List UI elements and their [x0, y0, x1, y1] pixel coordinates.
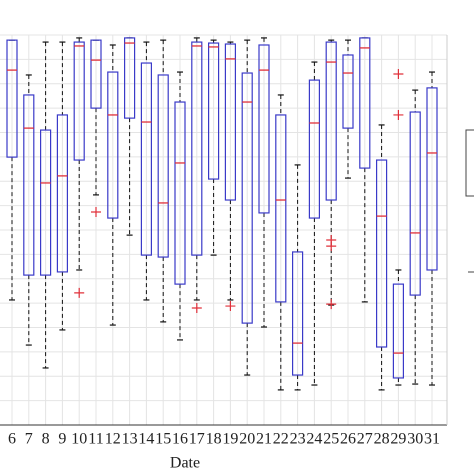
x-tick-label: 15 — [155, 431, 171, 448]
legend-box — [465, 129, 474, 197]
outlier — [225, 301, 236, 312]
outlier — [393, 69, 404, 79]
x-tick-label: 14 — [138, 431, 154, 448]
box — [409, 111, 421, 296]
box — [6, 39, 18, 158]
x-axis-label: Date — [170, 455, 200, 472]
box — [292, 251, 304, 376]
box — [90, 39, 102, 109]
box — [140, 62, 152, 256]
x-tick-label: 22 — [273, 431, 289, 448]
x-tick-label: 19 — [222, 431, 238, 448]
x-tick-label: 24 — [306, 431, 322, 448]
box — [157, 74, 169, 258]
x-tick-label: 9 — [58, 431, 66, 448]
x-tick-label: 23 — [290, 431, 306, 448]
x-tick-label: 12 — [105, 431, 121, 448]
x-tick-label: 31 — [424, 431, 440, 448]
x-tick-label: 10 — [71, 431, 87, 448]
outlier — [393, 109, 404, 120]
box — [123, 37, 136, 119]
x-tick-label: 20 — [239, 431, 255, 448]
box — [191, 41, 203, 256]
box — [342, 54, 354, 129]
box — [224, 43, 236, 201]
box — [426, 87, 438, 271]
box — [73, 41, 85, 161]
outlier — [91, 206, 101, 217]
box — [56, 114, 69, 273]
box — [359, 37, 371, 169]
x-tick-label: 29 — [390, 431, 406, 448]
box — [107, 71, 119, 219]
box — [174, 101, 186, 285]
x-tick-label: 7 — [25, 431, 33, 448]
x-tick-label: 13 — [122, 431, 138, 448]
outlier — [326, 299, 337, 310]
x-tick-label: 28 — [374, 431, 390, 448]
box — [23, 94, 35, 276]
box — [241, 72, 253, 324]
outlier — [326, 241, 337, 252]
outlier — [74, 287, 85, 298]
x-tick-label: 25 — [323, 431, 339, 448]
box — [258, 44, 270, 214]
x-tick-label: 30 — [407, 431, 423, 448]
x-tick-label: 8 — [42, 431, 50, 448]
x-tick-label: 27 — [357, 431, 373, 448]
x-tick-label: 16 — [172, 431, 188, 448]
x-tick-label: 26 — [340, 431, 356, 448]
box — [325, 41, 337, 201]
x-tick-label: 6 — [8, 431, 16, 448]
box — [392, 283, 404, 379]
box — [208, 42, 220, 180]
x-tick-label: 17 — [189, 431, 205, 448]
x-tick-label: 18 — [206, 431, 222, 448]
outlier — [191, 303, 202, 313]
x-tick-label: 21 — [256, 431, 272, 448]
box — [275, 114, 287, 303]
box — [376, 159, 388, 348]
box — [39, 129, 52, 276]
box — [308, 79, 320, 219]
x-tick-label: 11 — [88, 431, 103, 448]
